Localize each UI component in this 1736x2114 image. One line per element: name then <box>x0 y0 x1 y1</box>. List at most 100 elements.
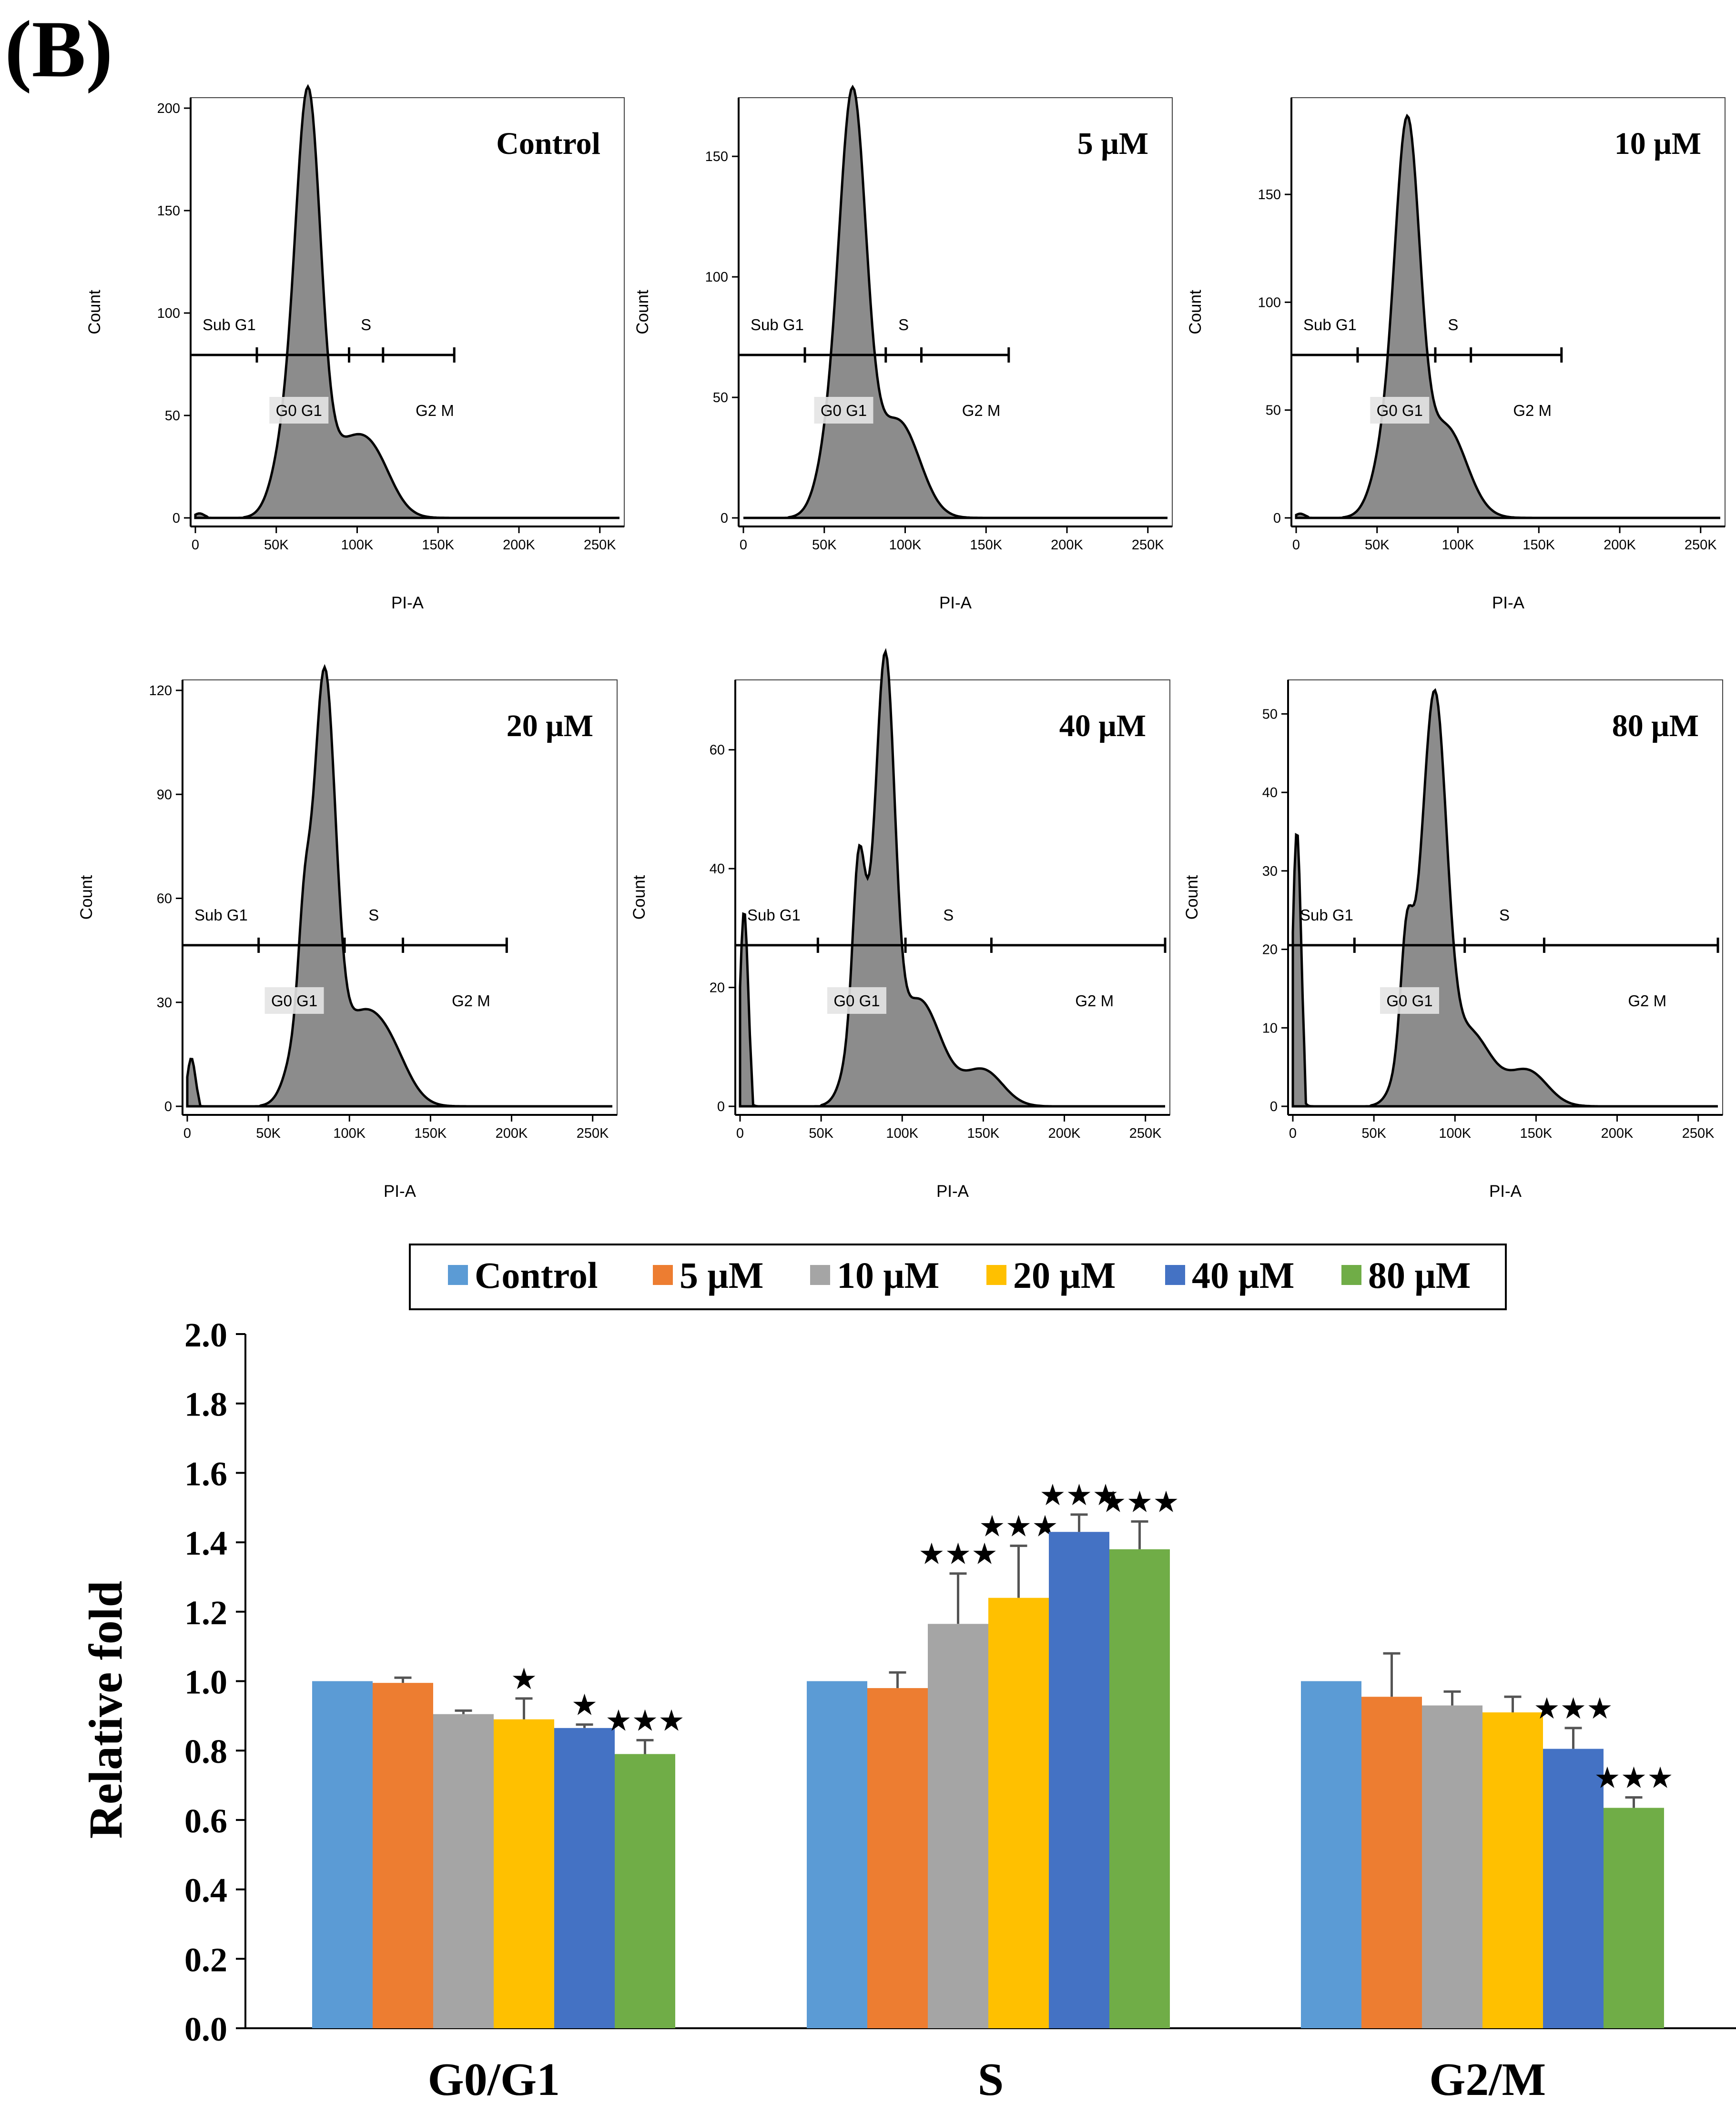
relative-fold-bar-chart: Control 5 μM 10 μM 20 μM 40 μM 80 μM 0.0 0.2 0.4… <box>79 1244 1736 2105</box>
y-tick-label: 0.4 <box>184 1871 227 1910</box>
legend-swatch <box>653 1265 673 1285</box>
y-tick-label: 50 <box>165 408 180 424</box>
y-tick-label: 20 <box>1262 942 1278 958</box>
x-tick-label: 250K <box>584 537 616 553</box>
legend-swatch <box>448 1265 468 1285</box>
histogram-curve <box>1291 688 1718 1108</box>
x-tick-label: 250K <box>1132 537 1164 553</box>
x-tick-label: 100K <box>333 1126 365 1141</box>
significance-marker: ★★★ <box>1100 1486 1179 1518</box>
y-tick-label: 0 <box>164 1099 172 1114</box>
y-tick-label: 1.0 <box>184 1663 227 1701</box>
significance-marker: ★ <box>511 1663 538 1696</box>
bar <box>1604 1808 1664 2028</box>
x-tick-label: 150K <box>967 1126 1000 1141</box>
gate-label-g0g1: G0 G1 <box>821 402 867 419</box>
significance-marker: ★★★ <box>979 1510 1058 1543</box>
gate-label-s: S <box>898 316 909 334</box>
plot-frame <box>1291 97 1726 527</box>
gate-label-s: S <box>368 906 379 924</box>
y-tick-label: 50 <box>713 390 728 405</box>
y-tick-label: 40 <box>710 861 725 877</box>
x-tick-label: 0 <box>740 537 747 553</box>
bar <box>433 1714 494 2028</box>
y-tick-label: 0.6 <box>184 1802 227 1840</box>
y-tick-label: 100 <box>1258 295 1281 310</box>
x-tick-label: 200K <box>1604 537 1636 553</box>
y-axis-label: Count <box>633 290 652 334</box>
histogram-panel-5: 0 20 40 60 0 50K 100K 150K 200K 250K PI-A Count 40 μ… <box>630 647 1170 1201</box>
y-tick-label: 0 <box>717 1099 725 1114</box>
significance-marker: ★★★ <box>1594 1762 1674 1795</box>
legend-label: 40 μM <box>1192 1254 1294 1296</box>
gate-label-g0g1: G0 G1 <box>1386 992 1432 1010</box>
histogram-panel-1: 0 50 100 150 200 0 50K 100K 150K 200K 250K PI-A Coun… <box>85 84 625 612</box>
bar <box>988 1598 1049 2028</box>
x-tick-label: 200K <box>1601 1126 1634 1141</box>
histogram-panel-4: 0 30 60 90 120 0 50K 100K 150K 200K 250K PI-A Count 2… <box>77 664 618 1201</box>
x-tick-label: 100K <box>886 1126 918 1141</box>
bar <box>1301 1681 1361 2028</box>
y-tick-label: 0.2 <box>184 1941 227 1979</box>
y-tick-label: 20 <box>710 981 725 996</box>
legend-label: Control <box>475 1254 598 1296</box>
gate-label-g0g1: G0 G1 <box>1377 402 1423 419</box>
x-tick-label: 0 <box>1292 537 1300 553</box>
y-axis-label: Count <box>630 875 649 920</box>
gate-label-bg <box>264 987 324 1014</box>
plot-frame <box>1288 679 1723 1115</box>
x-axis-label: PI-A <box>1492 594 1525 612</box>
bar <box>494 1719 554 2028</box>
y-tick-label: 40 <box>1262 785 1278 800</box>
significance-marker: ★ <box>571 1689 598 1722</box>
x-tick-label: 50K <box>264 537 289 553</box>
legend-label: 5 μM <box>680 1254 763 1296</box>
category-label: S <box>978 2054 1004 2105</box>
plot-frame <box>738 97 1173 527</box>
gate-label-g2m: G2 M <box>962 402 1001 419</box>
y-tick-label: 0 <box>721 511 728 526</box>
x-tick-label: 250K <box>1682 1126 1715 1141</box>
gate-label-g2m: G2 M <box>1075 992 1114 1010</box>
histogram-curve <box>1295 113 1720 519</box>
x-tick-label: 250K <box>577 1126 609 1141</box>
bar <box>928 1624 988 2028</box>
plot-frame <box>190 97 625 527</box>
panel-title: 80 μM <box>1612 708 1699 743</box>
legend-label: 10 μM <box>837 1254 939 1296</box>
y-tick-label: 0.0 <box>184 2010 227 2048</box>
x-tick-label: 100K <box>889 537 922 553</box>
significance-marker: ★★★ <box>605 1704 685 1737</box>
x-tick-label: 150K <box>1523 537 1555 553</box>
legend-label: 80 μM <box>1368 1254 1471 1296</box>
y-tick-label: 0 <box>1270 1099 1278 1114</box>
gate-label-sub-g1: Sub G1 <box>751 316 804 334</box>
gate-label-bg <box>1380 987 1439 1014</box>
x-tick-label: 50K <box>1361 1126 1386 1141</box>
y-tick-label: 2.0 <box>184 1316 227 1354</box>
bar <box>867 1688 928 2028</box>
x-tick-label: 0 <box>183 1126 191 1141</box>
y-tick-label: 0 <box>173 511 180 526</box>
bar <box>1482 1712 1543 2028</box>
panel-title: Control <box>496 126 600 161</box>
y-axis-label: Count <box>85 290 104 334</box>
panel-label: (B) <box>5 4 113 94</box>
gate-label-sub-g1: Sub G1 <box>203 316 256 334</box>
y-tick-label: 1.4 <box>184 1524 227 1562</box>
y-axis-label: Relative fold <box>79 1581 132 1839</box>
plot-frame <box>735 679 1170 1115</box>
x-axis-label: PI-A <box>384 1182 416 1201</box>
bar <box>312 1681 373 2028</box>
x-tick-label: 50K <box>812 537 837 553</box>
bar <box>1422 1705 1482 2028</box>
bar <box>1361 1697 1422 2028</box>
gate-label-g2m: G2 M <box>1513 402 1552 419</box>
significance-marker: ★★★ <box>918 1538 998 1571</box>
legend-swatch <box>986 1265 1006 1285</box>
y-tick-label: 1.2 <box>184 1594 227 1632</box>
x-tick-label: 50K <box>256 1126 281 1141</box>
y-tick-label: 50 <box>1262 707 1278 722</box>
